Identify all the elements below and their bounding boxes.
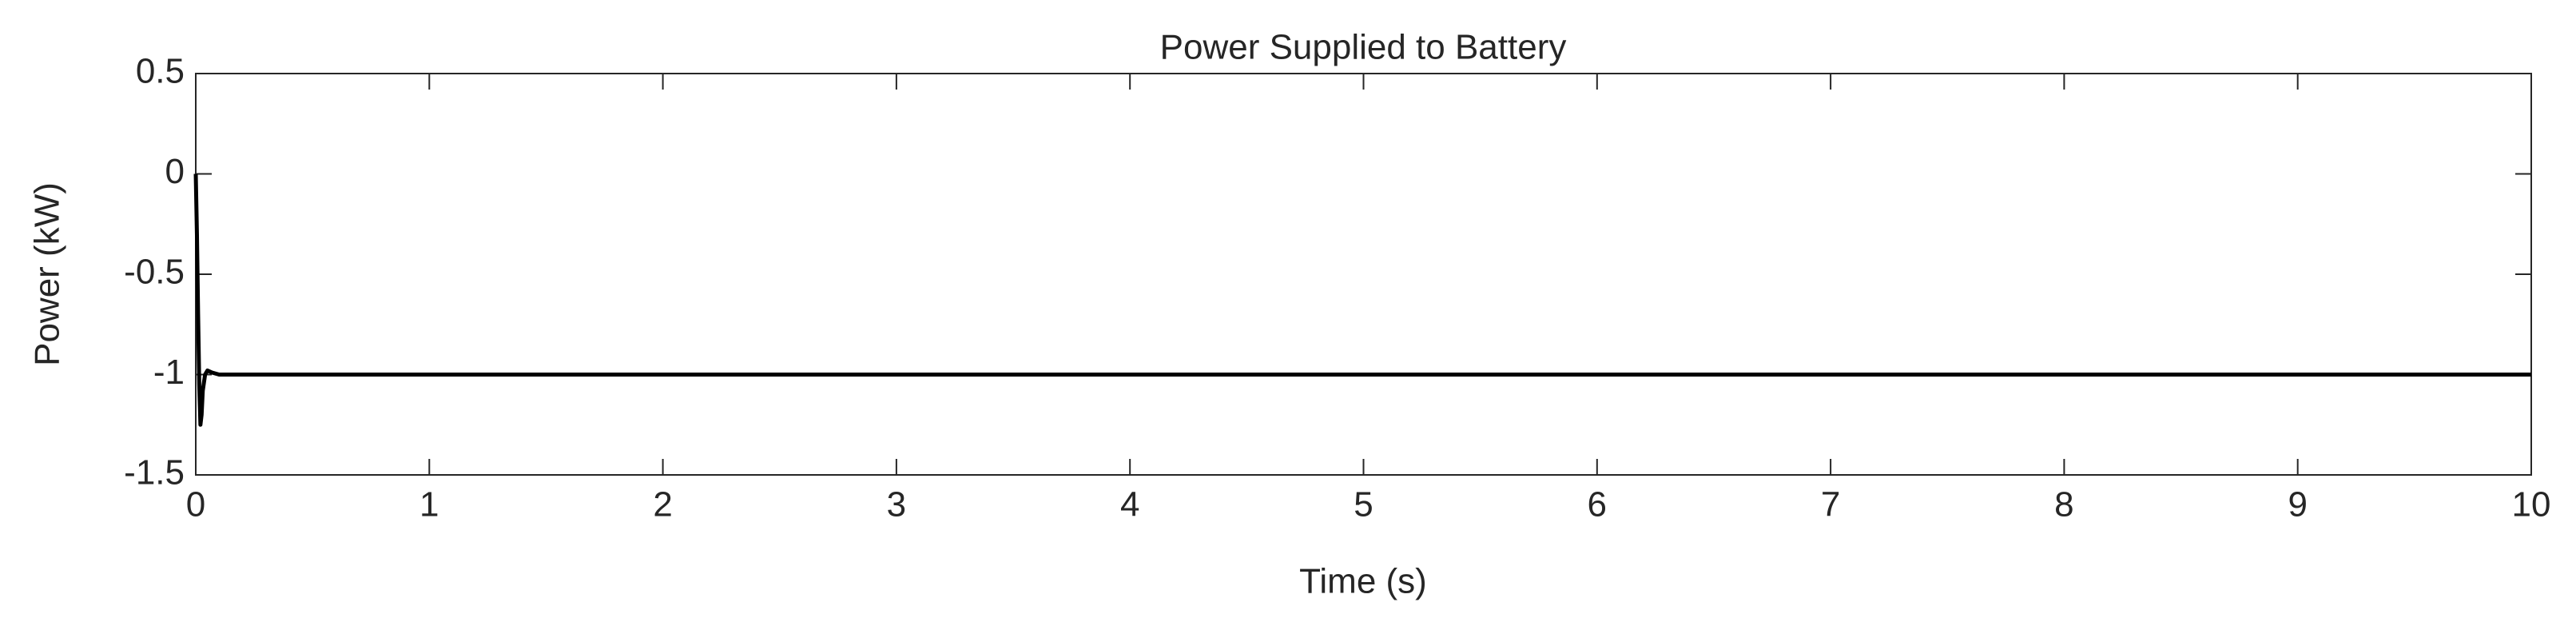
y-tick-label: -1 [153, 353, 185, 392]
x-axis-label: Time (s) [1299, 562, 1427, 601]
x-tick-label: 5 [1354, 485, 1373, 524]
y-tick-label: 0.5 [136, 52, 185, 91]
x-tick-label: 4 [1120, 485, 1139, 524]
y-tick-label: -1.5 [124, 453, 185, 492]
chart-title: Power Supplied to Battery [1160, 28, 1567, 67]
x-tick-label: 7 [1821, 485, 1840, 524]
x-tick-label: 6 [1588, 485, 1607, 524]
data-line [193, 173, 2531, 427]
x-tick-label: 1 [419, 485, 439, 524]
plot-area [195, 73, 2532, 476]
x-tick-label: 3 [887, 485, 906, 524]
x-tick-label: 2 [653, 485, 672, 524]
x-tick-label: 0 [186, 485, 205, 524]
x-tick-label: 9 [2288, 485, 2307, 524]
y-tick-label: -0.5 [124, 253, 185, 292]
x-tick-label: 10 [2512, 485, 2551, 524]
x-tick-label: 8 [2054, 485, 2073, 524]
y-axis-label: Power (kW) [28, 182, 67, 366]
y-tick-label: 0 [165, 152, 185, 191]
